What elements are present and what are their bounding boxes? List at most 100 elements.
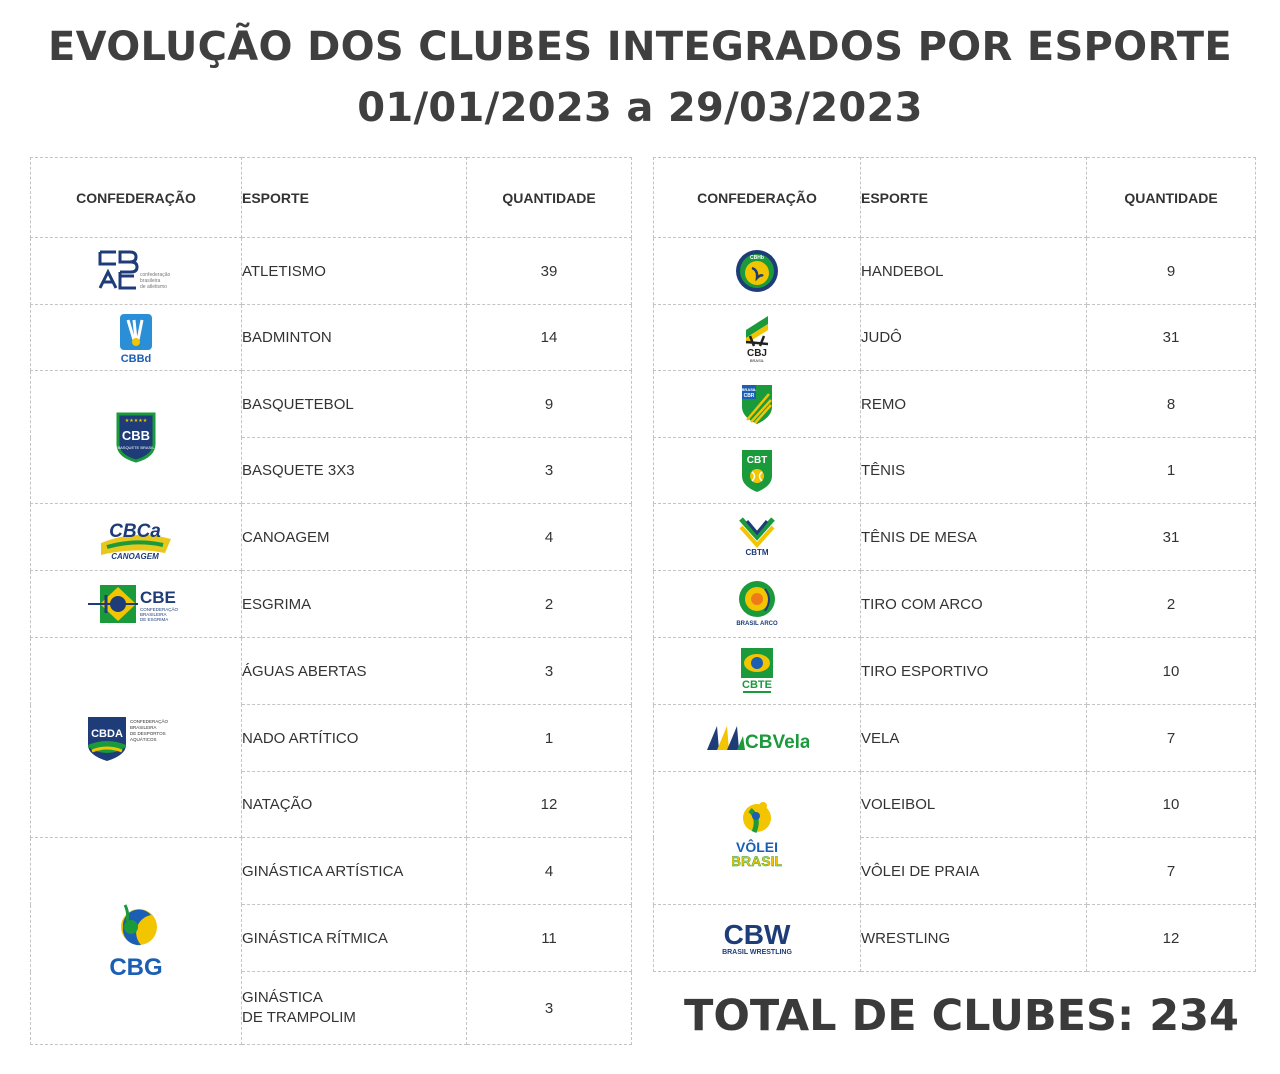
right-table: CONFEDERAÇÃO ESPORTE QUANTIDADE CBHb HAN…: [653, 157, 1256, 972]
club-count: 4: [466, 503, 632, 571]
logo-cell: CBHb: [653, 237, 861, 305]
cbbd-logo: CBBd: [116, 312, 156, 364]
table-row: CBHb HANDEBOL 9: [653, 237, 1256, 305]
svg-text:BRASILEIRA: BRASILEIRA: [130, 725, 157, 730]
svg-text:brasileira: brasileira: [140, 278, 161, 284]
svg-text:CANOAGEM: CANOAGEM: [111, 552, 159, 561]
table-row: CBTM TÊNIS DE MESA 31: [653, 503, 1256, 571]
column-header-esporte: ESPORTE: [860, 157, 1087, 238]
sport-name: VÔLEI DE PRAIA: [860, 837, 1087, 905]
svg-text:CBR: CBR: [744, 393, 755, 399]
sport-name: GINÁSTICA DE TRAMPOLIM: [241, 971, 467, 1045]
volei-brasil-logo: VÔLEI BRASIL: [732, 800, 782, 876]
table-row: NATAÇÃO 12: [31, 771, 632, 838]
column-header-quantidade: QUANTIDADE: [466, 157, 632, 238]
svg-text:BRASILEIRA: BRASILEIRA: [140, 612, 167, 617]
table-row: VÔLEI DE PRAIA 7: [654, 837, 1256, 905]
table-row: CBBd BADMINTON 14: [30, 304, 632, 371]
cbe-logo: CBE CONFEDERAÇÃO BRASILEIRA DE ESGRIMA: [86, 581, 186, 627]
table-row: BASQUETE 3X3 3: [31, 437, 632, 504]
logo-cell: BRASIL ARCO: [653, 570, 861, 638]
club-count: 11: [466, 904, 632, 972]
logo-cell: VÔLEI BRASIL: [653, 771, 861, 905]
svg-text:CBT: CBT: [747, 455, 768, 466]
svg-text:BRASIL: BRASIL: [742, 387, 757, 392]
cbg-logo: CBG: [103, 901, 169, 981]
table-row: confederação brasileira de atletismo ATL…: [30, 237, 632, 305]
sport-name: CANOAGEM: [241, 503, 467, 571]
club-count: 1: [1086, 437, 1256, 504]
svg-text:CBW: CBW: [724, 919, 791, 950]
table-row: VÔLEI BRASIL VOLEIBOL 10: [653, 771, 1256, 905]
brasil-arco-logo: BRASIL ARCO: [735, 579, 779, 629]
sport-name: NATAÇÃO: [241, 771, 467, 838]
svg-text:CBDA: CBDA: [91, 728, 123, 740]
logo-cell: CBE CONFEDERAÇÃO BRASILEIRA DE ESGRIMA: [30, 570, 242, 638]
cbda-logo: CBDA CONFEDERAÇÃO BRASILEIRA DE DESPORTO…: [86, 713, 186, 763]
club-count: 3: [466, 637, 632, 705]
svg-text:BRASIL ARCO: BRASIL ARCO: [736, 621, 778, 627]
total-value: 234: [1149, 991, 1239, 1041]
svg-text:CBCa: CBCa: [109, 521, 161, 542]
sport-name: TÊNIS: [860, 437, 1087, 504]
table-row: CBJ BRASIL JUDÔ 31: [653, 304, 1256, 371]
cbtm-logo: CBTM: [737, 513, 777, 561]
cbw-logo: CBW BRASIL WRESTLING: [717, 918, 797, 958]
sport-name: GINÁSTICA RÍTMICA: [241, 904, 467, 972]
page-subtitle-date-range: 01/01/2023 a 29/03/2023: [357, 85, 923, 131]
club-count: 4: [466, 837, 632, 905]
column-header-confederacao: CONFEDERAÇÃO: [30, 157, 242, 238]
logo-cell: ★★★★★ CBB BASQUETE BRASIL: [30, 370, 242, 504]
table-row: GINÁSTICA RÍTMICA 11: [31, 904, 632, 972]
svg-text:VÔLEI: VÔLEI: [736, 838, 778, 855]
table-row: CBVela VELA 7: [653, 704, 1256, 772]
club-count: 9: [1086, 237, 1256, 305]
logo-cell: CBTM: [653, 503, 861, 571]
column-header-confederacao: CONFEDERAÇÃO: [653, 157, 861, 238]
svg-text:CBG: CBG: [109, 954, 162, 981]
sport-name: ESGRIMA: [241, 570, 467, 638]
svg-text:CBTE: CBTE: [742, 679, 772, 691]
svg-text:CBVela: CBVela: [745, 732, 809, 753]
svg-text:BASQUETE BRASIL: BASQUETE BRASIL: [117, 445, 155, 450]
table-header-row: CONFEDERAÇÃO ESPORTE QUANTIDADE: [30, 157, 632, 238]
svg-text:BRASIL: BRASIL: [732, 853, 782, 869]
table-row: CBE CONFEDERAÇÃO BRASILEIRA DE ESGRIMA E…: [30, 570, 632, 638]
sport-name: VELA: [860, 704, 1087, 772]
logo-cell: confederação brasileira de atletismo: [30, 237, 242, 305]
table-row: CBW BRASIL WRESTLING WRESTLING 12: [653, 904, 1256, 972]
club-count: 9: [466, 370, 632, 438]
svg-text:BRASIL: BRASIL: [750, 358, 765, 363]
sport-name: VOLEIBOL: [860, 771, 1087, 838]
table-row: BRASIL ARCO TIRO COM ARCO 2: [653, 570, 1256, 638]
sport-name: BASQUETE 3X3: [241, 437, 467, 504]
club-count: 31: [1086, 304, 1256, 371]
column-header-esporte: ESPORTE: [241, 157, 467, 238]
club-count: 7: [1086, 837, 1256, 905]
club-count: 2: [1086, 570, 1256, 638]
sport-name: ATLETISMO: [241, 237, 467, 305]
logo-cell: CBCa CANOAGEM: [30, 503, 242, 571]
sport-name: TIRO COM ARCO: [860, 570, 1087, 638]
table-row: CBT TÊNIS 1: [653, 437, 1256, 504]
svg-text:CONFEDERAÇÃO: CONFEDERAÇÃO: [140, 606, 179, 612]
sport-name: WRESTLING: [860, 904, 1087, 972]
logo-cell: CBDA CONFEDERAÇÃO BRASILEIRA DE DESPORTO…: [30, 637, 242, 838]
cbt-logo: CBT: [740, 448, 774, 494]
svg-text:CBJ: CBJ: [747, 348, 767, 359]
table-row: CBTE TIRO ESPORTIVO 10: [653, 637, 1256, 705]
club-count: 7: [1086, 704, 1256, 772]
club-count: 10: [1086, 771, 1256, 838]
cbvela-logo: CBVela: [705, 720, 809, 756]
cbca-logo: CBCa CANOAGEM: [97, 513, 175, 561]
svg-text:CBB: CBB: [122, 428, 150, 443]
club-count: 1: [466, 704, 632, 772]
table-header-row: CONFEDERAÇÃO ESPORTE QUANTIDADE: [653, 157, 1256, 238]
svg-text:CBE: CBE: [140, 588, 176, 607]
table-row: CBCa CANOAGEM CANOAGEM 4: [30, 503, 632, 571]
svg-text:DE DESPORTOS: DE DESPORTOS: [130, 731, 166, 736]
svg-text:AQUÁTICOS: AQUÁTICOS: [130, 736, 157, 742]
sport-name: BASQUETEBOL: [241, 370, 467, 438]
total-clubs: TOTAL DE CLUBES: 234: [684, 995, 1239, 1038]
club-count: 3: [466, 971, 632, 1045]
